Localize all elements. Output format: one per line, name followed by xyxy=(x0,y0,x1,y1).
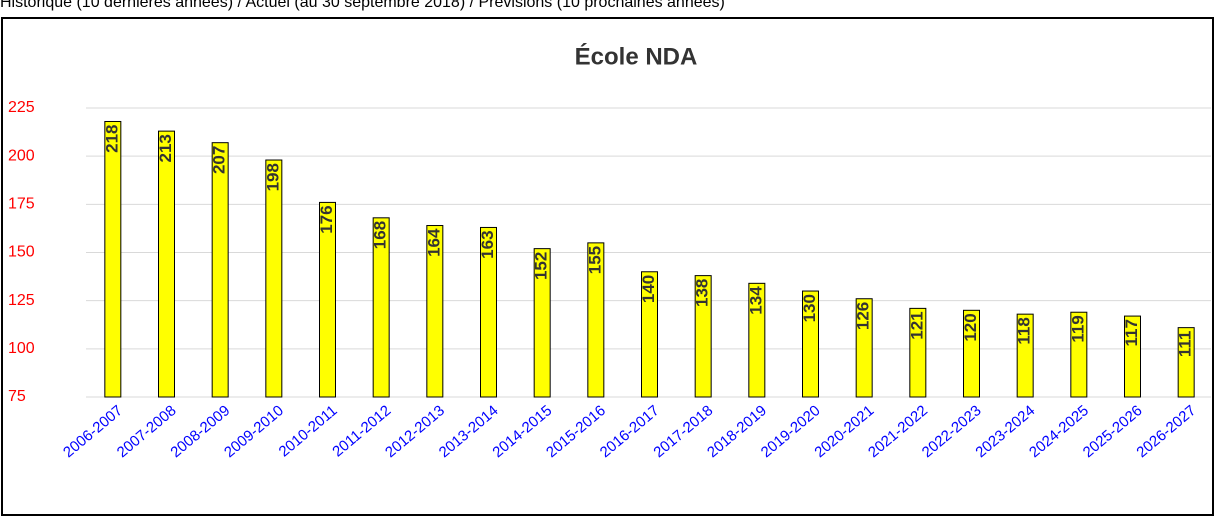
data-label: 130 xyxy=(800,294,819,322)
chart-subtitle: Historique (10 dernières années) / Actue… xyxy=(0,0,725,11)
bar xyxy=(104,120,122,398)
bar xyxy=(694,275,712,398)
data-label: 138 xyxy=(693,279,712,307)
bar xyxy=(587,242,605,398)
data-label: 176 xyxy=(317,205,336,233)
bar xyxy=(480,226,497,398)
data-label: 164 xyxy=(424,228,443,257)
bar xyxy=(909,307,927,398)
data-label: 118 xyxy=(1015,317,1034,344)
data-label: 126 xyxy=(854,302,873,330)
data-label: 121 xyxy=(907,311,926,339)
data-label: 207 xyxy=(210,146,229,174)
bar xyxy=(855,298,873,398)
data-label: 163 xyxy=(478,230,497,258)
data-label: 111 xyxy=(1176,331,1195,358)
data-label: 117 xyxy=(1122,319,1141,346)
bar xyxy=(426,225,444,398)
y-tick-label: 100 xyxy=(8,340,35,357)
bar xyxy=(1070,311,1088,398)
data-label: 119 xyxy=(1068,315,1087,342)
bar xyxy=(748,282,766,398)
bar xyxy=(641,271,658,398)
data-label: 134 xyxy=(746,286,765,315)
bar xyxy=(1177,327,1195,398)
bar xyxy=(1016,313,1034,398)
bar xyxy=(158,130,175,398)
y-tick-label: 175 xyxy=(8,196,35,213)
chart-border xyxy=(1,17,1214,516)
y-tick-label: 75 xyxy=(8,388,26,405)
bar xyxy=(265,159,283,398)
y-tick-label: 150 xyxy=(8,244,35,261)
bar xyxy=(319,201,336,398)
y-tick-label: 125 xyxy=(8,292,35,309)
data-label: 120 xyxy=(961,313,980,341)
chart-title: École NDA xyxy=(575,42,698,70)
bar xyxy=(802,290,819,398)
y-tick-label: 225 xyxy=(8,99,35,116)
data-label: 198 xyxy=(263,163,282,191)
bar xyxy=(211,142,229,398)
data-label: 155 xyxy=(585,246,604,274)
data-label: 152 xyxy=(532,252,551,280)
data-label: 140 xyxy=(639,275,658,303)
data-label: 218 xyxy=(102,124,121,152)
y-tick-label: 200 xyxy=(8,147,35,164)
bar xyxy=(372,217,390,398)
data-label: 213 xyxy=(156,134,175,162)
bar xyxy=(533,248,551,398)
bar xyxy=(1124,315,1141,398)
data-label: 168 xyxy=(371,221,390,249)
bar xyxy=(963,309,980,398)
